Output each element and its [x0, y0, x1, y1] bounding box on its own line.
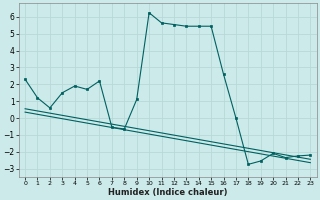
X-axis label: Humidex (Indice chaleur): Humidex (Indice chaleur): [108, 188, 228, 197]
